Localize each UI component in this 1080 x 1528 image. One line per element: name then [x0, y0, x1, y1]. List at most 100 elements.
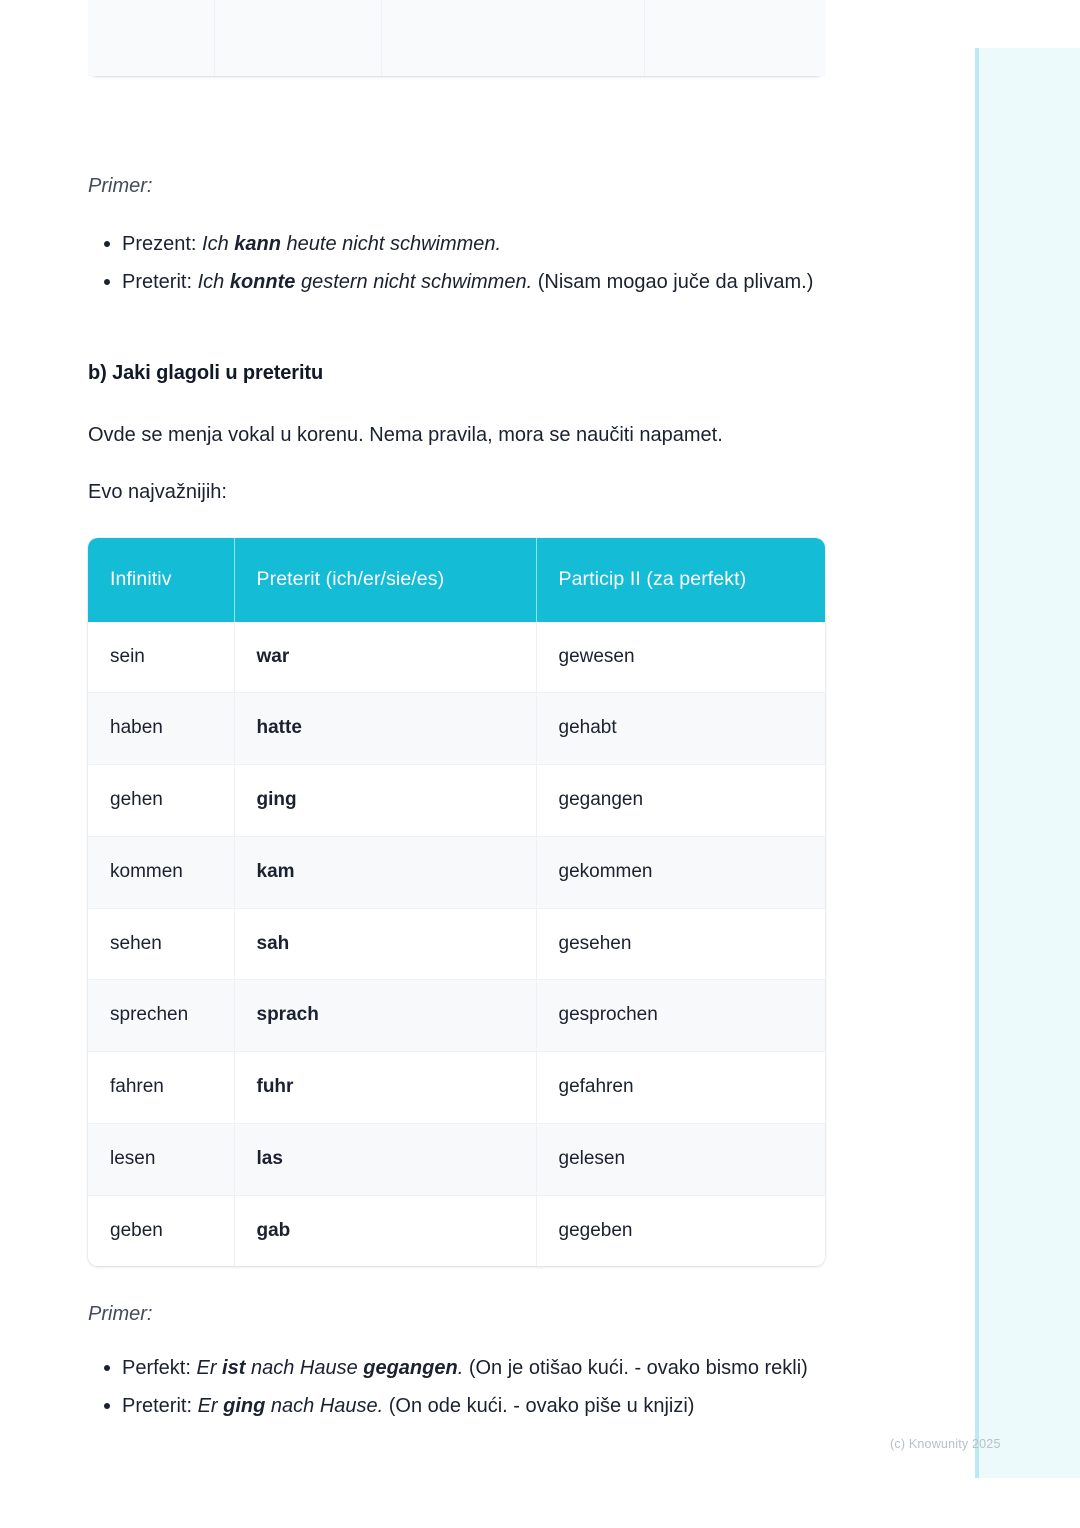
cell-preterit: war — [234, 621, 537, 694]
cell-text: gehen — [110, 789, 163, 811]
cell-prevod: voleti, sviđati se — [644, 0, 825, 76]
cell-preterit: kam — [234, 836, 537, 909]
cell-preterit: ich mochte — [381, 0, 645, 76]
cell-text: geben — [110, 1219, 163, 1241]
cell-particip: gekommen — [536, 836, 825, 909]
list-item: Perfekt: Er ist nach Hause gegangen. (On… — [104, 1352, 882, 1384]
cell-particip: gelesen — [536, 1123, 825, 1196]
list-item: Prezent: Ich kann heute nicht schwimmen. — [104, 228, 882, 260]
bullet-bold-italic: ging — [223, 1395, 266, 1418]
bullet-italic: Ich — [197, 271, 230, 294]
cell-text: haben — [110, 717, 163, 739]
cell-particip: gefahren — [536, 1051, 825, 1124]
cell-text-bold: las — [256, 1147, 283, 1169]
cell-text: lesen — [110, 1147, 156, 1169]
cell-preterit: hatte — [234, 692, 537, 766]
bullet-italic-2: gestern nicht schwimmen. — [295, 271, 533, 294]
strong-verbs-table: Infinitiv Preterit (ich/er/sie/es) Parti… — [88, 538, 825, 1267]
cell-text: sein — [110, 645, 145, 667]
cell-particip: gegangen — [536, 764, 825, 837]
cell-infinitiv: geben — [88, 1195, 235, 1267]
table-row: mögen ich mag ich mochte voleti, sviđati… — [88, 0, 825, 76]
cell-text-bold: hatte — [256, 717, 302, 739]
cell-preterit: sprach — [234, 979, 537, 1053]
cell-text: gefahren — [558, 1076, 634, 1098]
table-row: fahren fuhr gefahren — [88, 1051, 825, 1124]
cell-text: kommen — [110, 860, 183, 882]
cell-infinitiv: sein — [88, 621, 235, 694]
bullet-italic: Er — [196, 1357, 223, 1379]
bullet-italic: Er — [197, 1395, 224, 1418]
section-intro-b: Evo najvažnijih: — [88, 481, 227, 503]
cell-particip: gewesen — [536, 621, 825, 694]
cell-text: gegangen — [558, 789, 644, 811]
cell-particip: gegeben — [536, 1195, 825, 1267]
example-block-1: Primer: — [88, 175, 848, 198]
list-item: Preterit: Ich konnte gestern nicht schwi… — [104, 266, 882, 298]
bullet-suffix: (On ode kući. - ovako piše u knjizi) — [383, 1395, 695, 1418]
bullet-bold-italic: kann — [234, 233, 281, 255]
side-decoration-panel — [975, 48, 1080, 1478]
bullet-prefix: Prezent: — [122, 233, 203, 255]
strong-verbs-table-wrapper: Infinitiv Preterit (ich/er/sie/es) Parti… — [88, 538, 825, 1267]
cell-text-bold: ging — [256, 789, 297, 811]
column-header-infinitiv: Infinitiv — [88, 538, 235, 622]
bullet-italic: Ich — [202, 233, 235, 255]
table-body: sein war gewesen haben hatte gehabt gehe… — [88, 621, 825, 1267]
cell-preterit: las — [234, 1123, 537, 1196]
cell-text: sehen — [110, 932, 162, 954]
cell-infinitiv: sprechen — [88, 979, 235, 1053]
cell-text: gehabt — [558, 717, 617, 739]
cell-infinitiv: sehen — [88, 908, 235, 981]
cell-text: gekommen — [558, 860, 653, 882]
cell-infinitiv: fahren — [88, 1051, 235, 1124]
cell-infinitiv: kommen — [88, 836, 235, 909]
bullet-bold-italic-2: gegangen — [363, 1357, 458, 1379]
cell-text-bold: war — [256, 645, 290, 667]
bullet-italic-2: heute nicht schwimmen. — [280, 233, 502, 255]
list-item: Preterit: Er ging nach Hause. (On ode ku… — [104, 1390, 882, 1422]
bullet-prefix: Preterit: — [122, 271, 198, 294]
cell-prezent: ich mag — [214, 0, 382, 76]
bullet-italic-2: nach Hause — [245, 1357, 364, 1379]
column-header-preterit: Preterit (ich/er/sie/es) — [234, 538, 537, 622]
column-header-particip: Particip II (za perfekt) — [536, 538, 825, 622]
cell-text: gegeben — [558, 1219, 633, 1241]
table-row: sehen sah gesehen — [88, 908, 825, 981]
table-row: haben hatte gehabt — [88, 692, 825, 766]
cell-preterit: ging — [234, 764, 537, 837]
example-label-1: Primer: — [88, 175, 153, 197]
bullet-prefix: Perfekt: — [122, 1357, 197, 1379]
section-heading-b: b) Jaki glagoli u preteritu — [88, 362, 324, 384]
cell-text-bold: sah — [256, 932, 290, 954]
modal-verbs-table: mögen ich mag ich mochte voleti, sviđati… — [88, 0, 825, 76]
table-row: gehen ging gegangen — [88, 764, 825, 837]
cell-text-bold: gab — [256, 1219, 291, 1241]
example-block-2: Primer: — [88, 1303, 848, 1326]
cell-infinitiv: lesen — [88, 1123, 235, 1196]
bullet-prefix: Preterit: — [122, 1395, 198, 1418]
cell-text: gesehen — [558, 932, 632, 954]
cell-preterit: sah — [234, 908, 537, 981]
example-list-1: Prezent: Ich kann heute nicht schwimmen.… — [88, 228, 882, 305]
bullet-suffix: (On je otišao kući. - ovako bismo rekli) — [463, 1357, 808, 1379]
bullet-suffix: (Nisam mogao juče da plivam.) — [532, 271, 814, 294]
cell-text: gelesen — [558, 1147, 626, 1169]
modal-verbs-table-clipped: mögen ich mag ich mochte voleti, sviđati… — [88, 0, 825, 136]
cell-infinitiv: mögen — [88, 0, 215, 76]
example-label-2: Primer: — [88, 1303, 153, 1325]
cell-preterit: fuhr — [234, 1051, 537, 1124]
cell-particip: gesprochen — [536, 979, 825, 1053]
cell-text: gesprochen — [558, 1004, 658, 1026]
cell-infinitiv: haben — [88, 692, 235, 766]
table-row: sein war gewesen — [88, 621, 825, 694]
example-list-2: Perfekt: Er ist nach Hause gegangen. (On… — [88, 1352, 882, 1429]
table-row: lesen las gelesen — [88, 1123, 825, 1196]
cell-text: gewesen — [558, 645, 635, 667]
cell-particip: gesehen — [536, 908, 825, 981]
bullet-italic-2: nach Hause. — [265, 1395, 384, 1418]
bullet-bold-italic: konnte — [229, 271, 296, 294]
table-header: Infinitiv Preterit (ich/er/sie/es) Parti… — [88, 538, 825, 622]
table-row: kommen kam gekommen — [88, 836, 825, 909]
